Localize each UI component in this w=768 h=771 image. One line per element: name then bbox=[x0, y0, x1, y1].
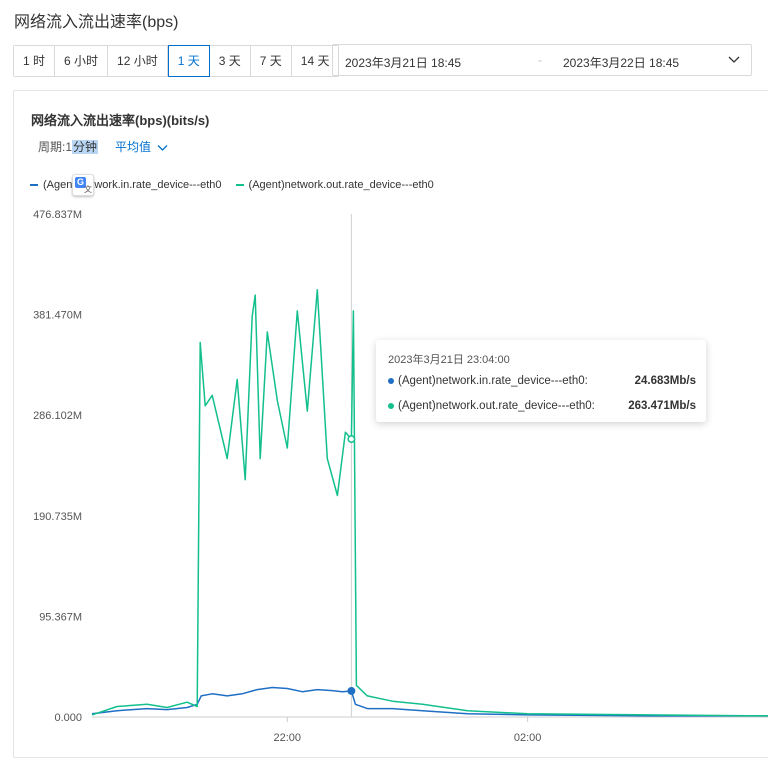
date-range-picker[interactable]: 2023年3月21日 18:45 - 2023年3月22日 18:45 bbox=[332, 44, 752, 76]
series-line-0 bbox=[91, 686, 768, 717]
x-tick-label: 02:00 bbox=[514, 732, 542, 744]
hover-point-0 bbox=[347, 687, 356, 695]
tooltip-dot-in bbox=[388, 377, 394, 384]
tooltip-time: 2023年3月21日 23:04:00 bbox=[388, 354, 510, 366]
tooltip-value-in: 24.683Mb/s bbox=[634, 375, 696, 387]
date-separator: - bbox=[538, 53, 542, 67]
legend-swatch-in bbox=[30, 184, 38, 186]
aggregation-dropdown[interactable]: 平均值 bbox=[115, 138, 168, 155]
time-range-button-2[interactable]: 12 小时 bbox=[108, 46, 168, 76]
tooltip-name-in: (Agent)network.in.rate_device---eth0: bbox=[398, 375, 588, 387]
chart-title: 网络流入流出速率(bps)(bits/s) bbox=[31, 113, 210, 128]
tooltip-dot-out bbox=[388, 402, 394, 409]
period-selector[interactable]: 周期:1分钟 bbox=[38, 138, 99, 155]
time-range-button-3[interactable]: 1 天 bbox=[167, 45, 210, 77]
aggregation-label: 平均值 bbox=[115, 140, 152, 154]
period-label: 周期:1 bbox=[38, 140, 73, 154]
page-title: 网络流入流出速率(bps) bbox=[14, 14, 179, 31]
time-range-button-5[interactable]: 7 天 bbox=[250, 46, 292, 76]
time-range-button-4[interactable]: 3 天 bbox=[209, 46, 251, 76]
tooltip-value-out: 263.471Mb/s bbox=[628, 400, 696, 412]
legend-label-out: (Agent)network.out.rate_device---eth0 bbox=[248, 179, 434, 191]
date-end: 2023年3月22日 18:45 bbox=[563, 56, 680, 70]
time-range-button-6[interactable]: 14 天 bbox=[291, 46, 339, 76]
hover-point-1 bbox=[347, 435, 356, 444]
y-tick-label: 190.735M bbox=[33, 511, 82, 523]
y-tick-label: 0.000 bbox=[54, 712, 82, 724]
chart-tooltip: 2023年3月21日 23:04:00 (Agent)network.in.ra… bbox=[376, 340, 706, 422]
legend-item-out[interactable]: (Agent)network.out.rate_device---eth0 bbox=[235, 179, 434, 191]
time-range-button-1[interactable]: 6 小时 bbox=[55, 46, 109, 76]
x-tick-label: 22:00 bbox=[274, 732, 302, 744]
date-start: 2023年3月21日 18:45 bbox=[345, 56, 462, 70]
period-value: 分钟 bbox=[72, 140, 99, 154]
y-tick-label: 95.367M bbox=[39, 611, 82, 623]
tooltip-name-out: (Agent)network.out.rate_device---eth0: bbox=[398, 400, 595, 412]
chevron-down-icon bbox=[157, 144, 168, 151]
chart-panel bbox=[13, 90, 768, 758]
y-tick-label: 476.837M bbox=[33, 209, 82, 221]
tooltip-row-in: (Agent)network.in.rate_device---eth0: 24… bbox=[388, 375, 696, 387]
series-line-1 bbox=[91, 289, 768, 717]
y-tick-label: 381.470M bbox=[33, 310, 82, 322]
time-range-button-0[interactable]: 1 时 bbox=[14, 46, 56, 76]
chevron-down-icon[interactable] bbox=[727, 52, 741, 66]
y-tick-label: 286.102M bbox=[33, 410, 82, 422]
legend-swatch-out bbox=[235, 184, 244, 186]
tooltip-row-out: (Agent)network.out.rate_device---eth0: 2… bbox=[388, 400, 696, 412]
